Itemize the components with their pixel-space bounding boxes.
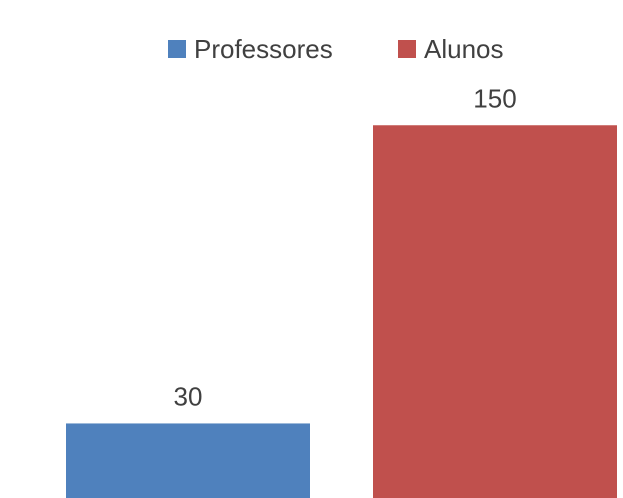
bars-group	[66, 125, 617, 498]
bar-professores	[66, 423, 310, 498]
legend: Professores Alunos	[168, 34, 504, 64]
data-labels-group: 30 150	[174, 83, 517, 411]
data-label-alunos: 150	[473, 83, 516, 113]
legend-label-professores: Professores	[194, 34, 333, 64]
data-label-professores: 30	[174, 381, 203, 411]
legend-swatch-alunos	[398, 40, 416, 58]
legend-swatch-professores	[168, 40, 186, 58]
bar-alunos	[373, 125, 617, 498]
legend-label-alunos: Alunos	[424, 34, 504, 64]
